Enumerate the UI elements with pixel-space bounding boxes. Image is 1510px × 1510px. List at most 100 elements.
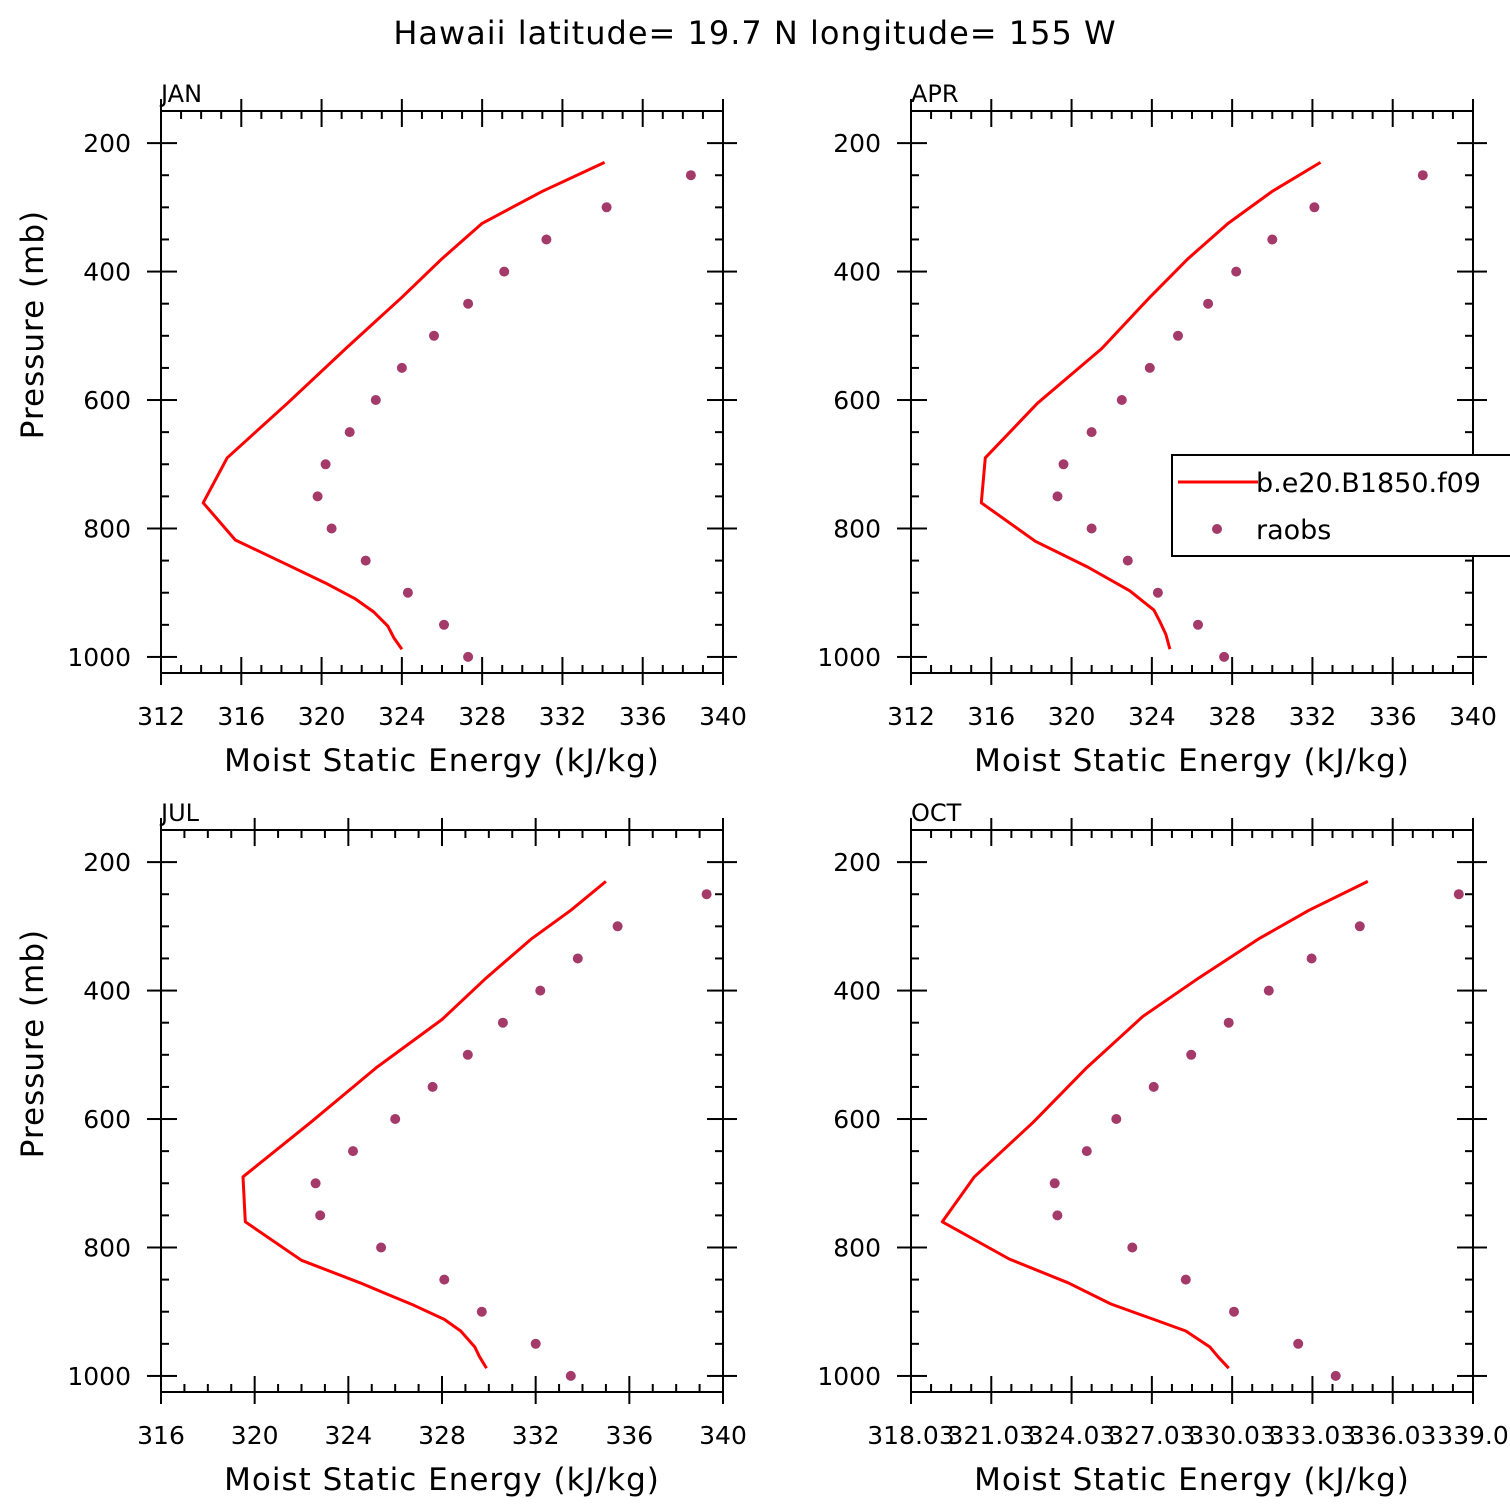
obs-point [499, 266, 510, 277]
obs-point [1122, 555, 1133, 566]
x-tick-label: 332 [1289, 702, 1337, 731]
y-tick-label: 200 [83, 129, 131, 158]
panel-apr: APR 200 400 600 800 1000 312 316 320 324 328 332 336… [817, 80, 1496, 779]
obs-point [497, 1017, 508, 1028]
x-tick-label: 340 [699, 702, 747, 731]
x-tick-label: 336 [1369, 702, 1417, 731]
obs-point [1417, 170, 1428, 181]
x-tick-label: 316 [217, 702, 265, 731]
legend-box [1171, 454, 1510, 557]
y-tick-label: 600 [83, 1105, 131, 1134]
x-tick-label: 324 [378, 702, 426, 731]
obs-point [310, 1178, 321, 1189]
figure-title: Hawaii latitude= 19.7 N longitude= 155 W [393, 14, 1116, 52]
obs-point [1086, 523, 1097, 534]
obs-point [1219, 651, 1230, 662]
obs-point [1052, 1210, 1063, 1221]
x-tick-label: 316 [137, 1421, 185, 1450]
x-tick-label: 336 [605, 1421, 653, 1450]
obs-point [1309, 202, 1320, 213]
obs-point [463, 651, 474, 662]
obs-point [344, 427, 355, 438]
obs-point [326, 523, 337, 534]
obs-point [565, 1370, 576, 1381]
x-axis-label: Moist Static Energy (kJ/kg) [224, 743, 660, 779]
obs-point [312, 491, 323, 502]
plot-frame [910, 829, 1474, 1393]
y-tick-label: 400 [83, 977, 131, 1006]
panel-jan: JAN 200 400 600 800 1000 312 316 320 324 328 332 336… [15, 80, 747, 779]
obs-point [429, 330, 439, 341]
obs-point [530, 1338, 541, 1349]
plot-frame [160, 829, 724, 1393]
obs-point [360, 555, 371, 566]
x-tick-label: 318.03 [867, 1421, 954, 1450]
obs-point [1306, 953, 1317, 964]
obs-point [572, 953, 583, 964]
obs-point [1081, 1146, 1092, 1157]
x-tick-label: 321.03 [948, 1421, 1035, 1450]
panel-title: JUL [159, 799, 200, 827]
obs-point [476, 1306, 487, 1317]
y-tick-label: 200 [833, 848, 881, 877]
obs-point [1354, 921, 1365, 932]
y-tick-label: 1000 [67, 1362, 131, 1391]
obs-point [1111, 1114, 1122, 1124]
x-axis-label: Moist Static Energy (kJ/kg) [974, 1462, 1410, 1498]
legend-obs-marker [1212, 524, 1222, 534]
obs-point [1193, 619, 1203, 630]
y-tick-label: 800 [83, 1233, 131, 1262]
plot-frame [160, 110, 724, 674]
panels: JAN 200 400 600 800 1000 312 316 320 324 328 332 336… [15, 80, 1509, 1498]
obs-point [320, 459, 331, 470]
panel-title: APR [911, 80, 959, 108]
y-tick-label: 400 [833, 258, 881, 287]
obs-point [427, 1081, 438, 1092]
x-tick-label: 327.03 [1108, 1421, 1195, 1450]
x-tick-label: 320 [1048, 702, 1096, 731]
panel-title: JAN [159, 80, 202, 108]
panel-oct: OCT 200 400 600 800 1000 318.03321.03324.03327… [817, 799, 1508, 1498]
obs-point [439, 1274, 450, 1285]
obs-point [1148, 1081, 1159, 1092]
obs-point [1127, 1242, 1138, 1253]
x-tick-label: 332 [539, 702, 587, 731]
model-line [979, 161, 1322, 650]
x-tick-label: 324 [1128, 702, 1176, 731]
obs-point [402, 587, 413, 598]
panel-title: OCT [911, 799, 962, 827]
obs-point [1049, 1178, 1060, 1189]
x-tick-label: 336.03 [1349, 1421, 1436, 1450]
y-tick-label: 200 [83, 848, 131, 877]
obs-point [370, 395, 381, 405]
obs-point [1453, 889, 1464, 900]
x-tick-label: 312 [887, 702, 935, 731]
x-tick-label: 320 [231, 1421, 279, 1450]
obs-point [535, 985, 546, 996]
x-tick-label: 339.0 [1437, 1421, 1509, 1450]
obs-point [439, 619, 449, 630]
obs-point [1173, 330, 1183, 341]
y-tick-label: 200 [833, 129, 881, 158]
x-axis-label: Moist Static Energy (kJ/kg) [974, 743, 1410, 779]
panel-jul: JUL 200 400 600 800 1000 316 320 324 328 332 336 340… [15, 799, 747, 1498]
y-tick-label: 1000 [817, 643, 881, 672]
obs-point [396, 362, 407, 373]
obs-point [1330, 1370, 1341, 1381]
x-tick-label: 328 [1208, 702, 1256, 731]
obs-point [1086, 427, 1097, 438]
y-tick-label: 800 [833, 514, 881, 543]
model-line [201, 161, 606, 651]
obs-point [1293, 1338, 1304, 1349]
obs-point [376, 1242, 387, 1253]
obs-point [1152, 587, 1163, 598]
x-tick-label: 336 [619, 702, 667, 731]
obs-point [541, 234, 552, 245]
y-tick-label: 800 [83, 514, 131, 543]
y-tick-label: 600 [83, 386, 131, 415]
obs-point [462, 1049, 473, 1060]
obs-point [463, 298, 474, 309]
x-tick-label: 340 [1449, 702, 1497, 731]
x-tick-label: 332 [512, 1421, 560, 1450]
